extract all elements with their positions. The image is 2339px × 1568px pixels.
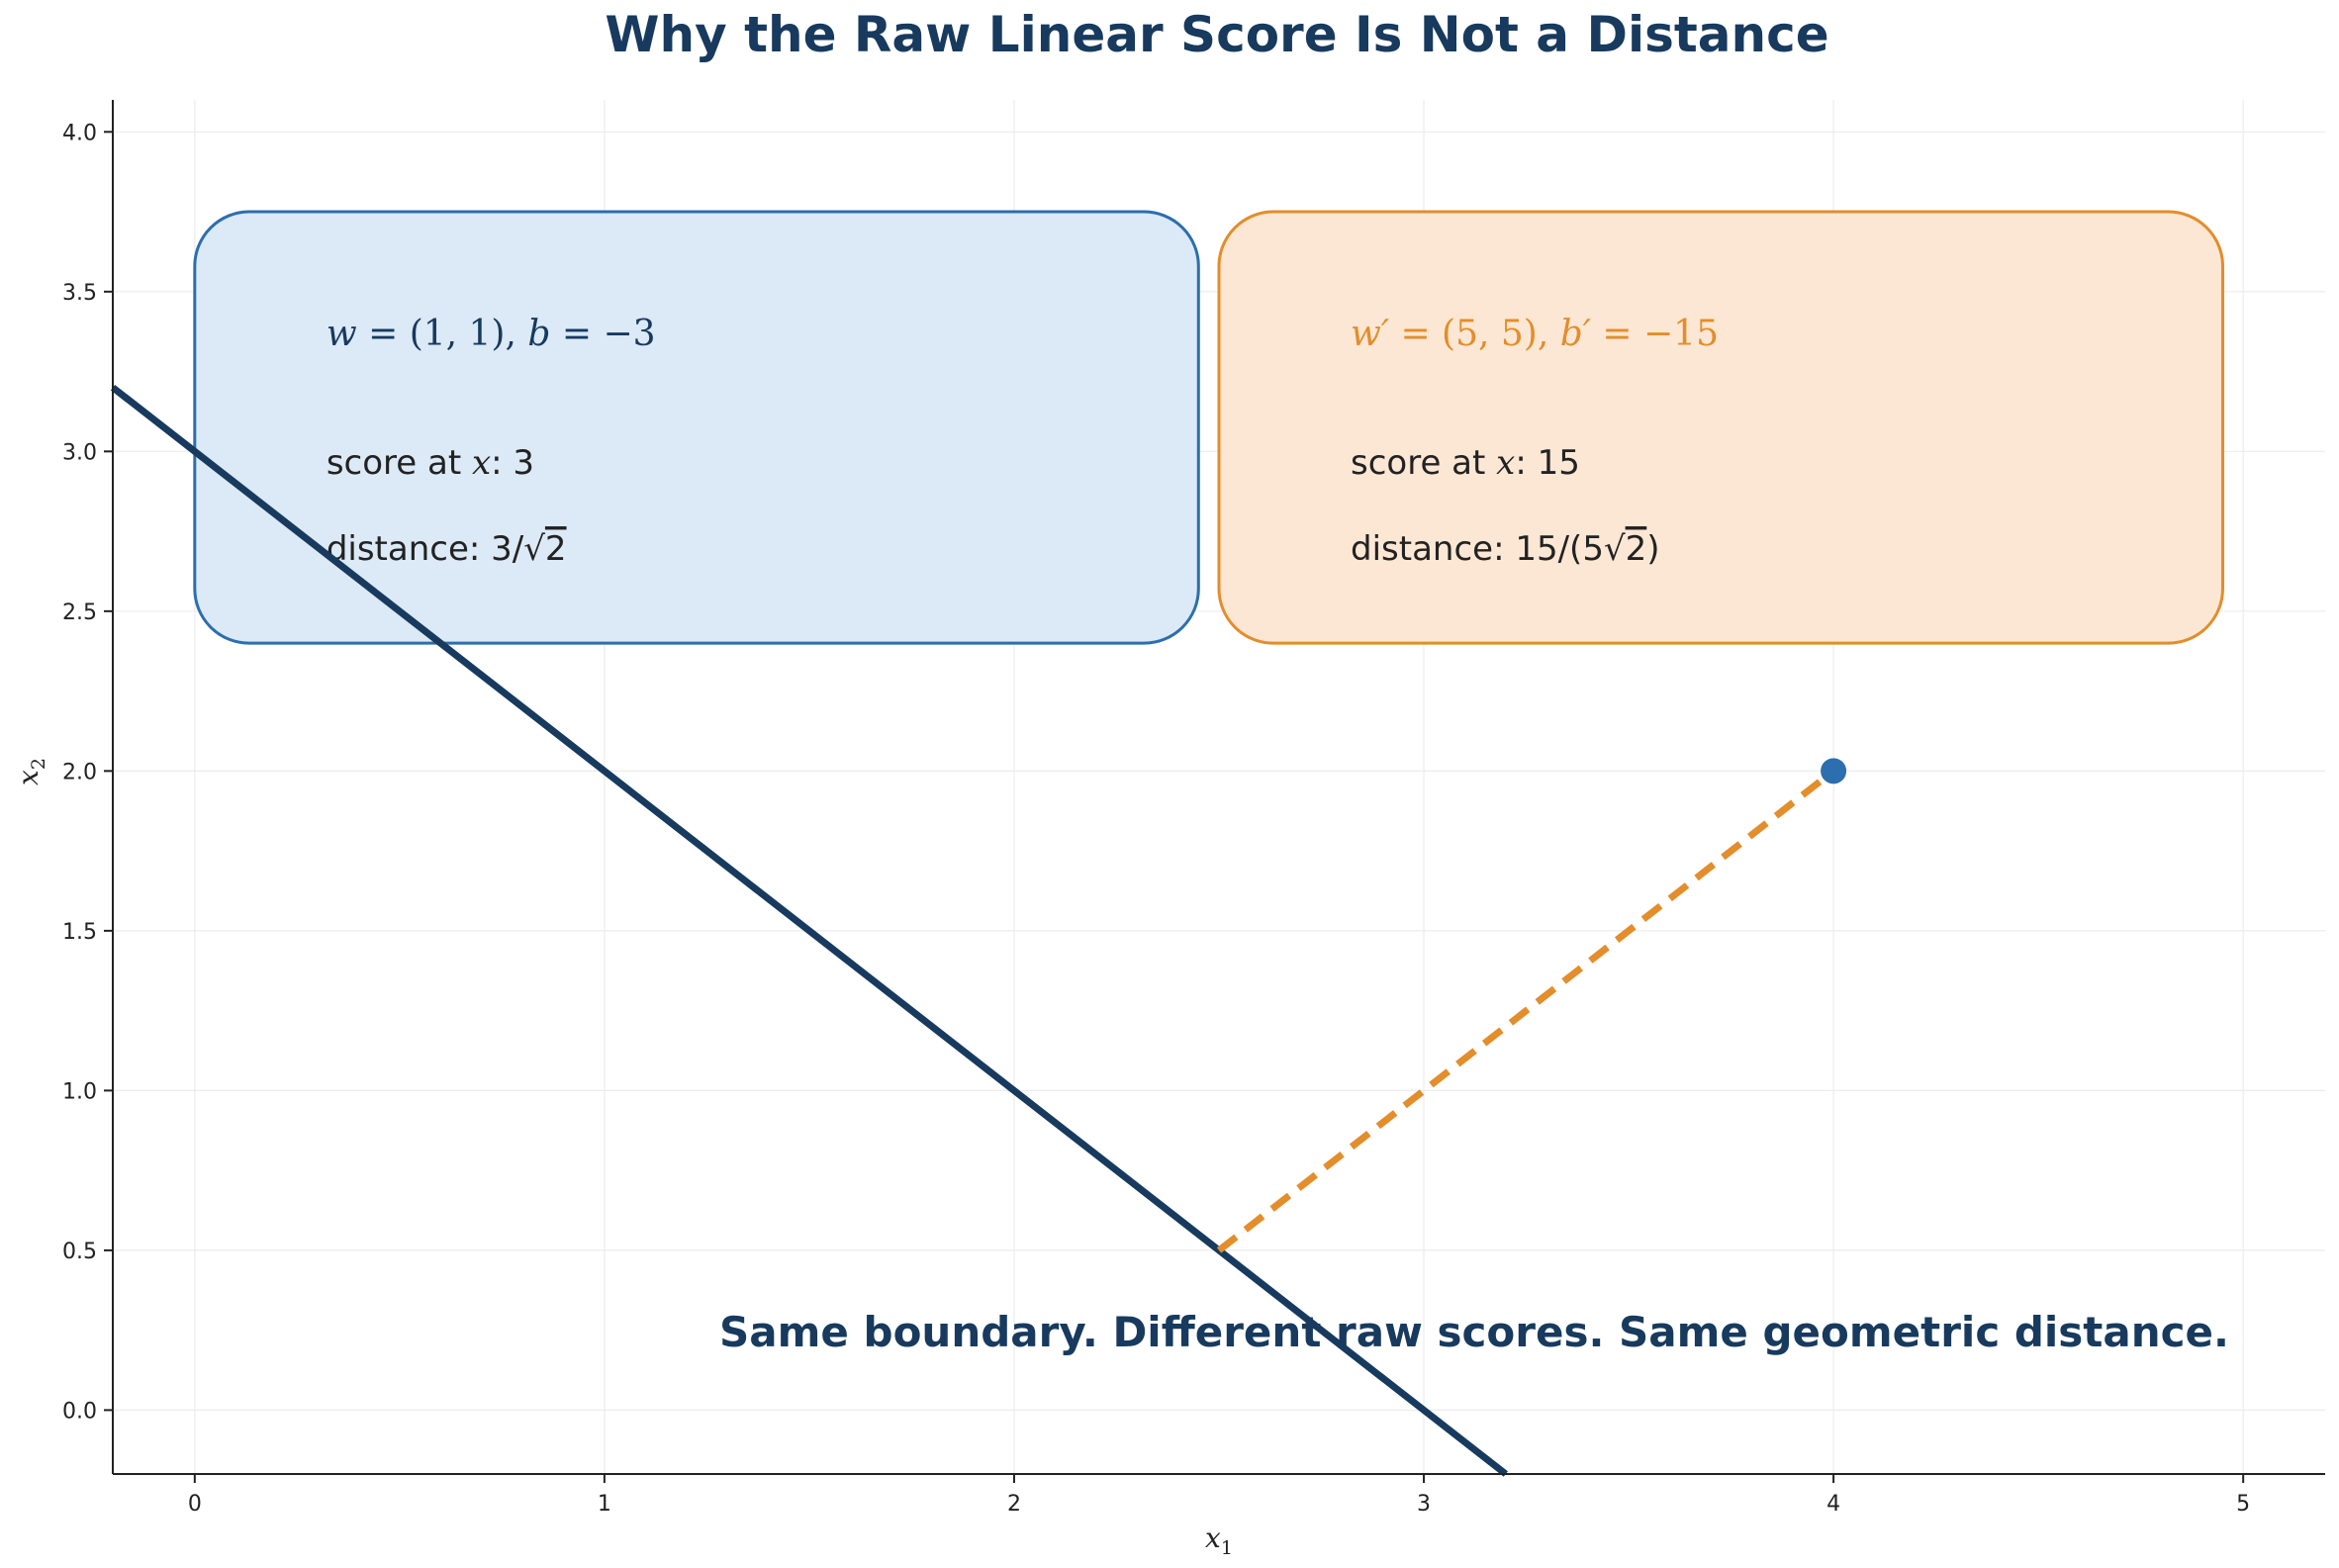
formula-box-background bbox=[193, 210, 1200, 645]
formula-box-2: w′ = (5, 5), b′ = −15 score at x: 15 dista… bbox=[1217, 210, 2224, 645]
x-tick-label: 0 bbox=[188, 1492, 202, 1517]
plot-marks bbox=[110, 384, 1847, 1477]
y-tick-label: 1.0 bbox=[62, 1079, 97, 1104]
y-axis-label: x2 bbox=[12, 758, 49, 785]
formula-boxes: w = (1, 1), b = −3 score at x: 3 distance:… bbox=[193, 210, 2224, 645]
formula-box-score: score at x: 15 bbox=[1351, 443, 1580, 483]
y-tick-label: 4.0 bbox=[62, 121, 97, 145]
y-tick-label: 2.5 bbox=[62, 600, 97, 625]
axes: 0 1 2 3 4 5 0.0 0.5 1.0 1.5 2.0 2.5 3.0 3.5 4.0 bbox=[62, 100, 2325, 1517]
x-tick-label: 1 bbox=[598, 1492, 611, 1517]
formula-box-distance: distance: 3/√2 bbox=[327, 529, 567, 569]
formula-box-weights: w′ = (5, 5), b′ = −15 bbox=[1351, 314, 1719, 354]
formula-box-background bbox=[1217, 210, 2224, 645]
x-tick-label: 2 bbox=[1007, 1492, 1021, 1517]
y-tick-label: 0.5 bbox=[62, 1240, 97, 1264]
formula-box-score: score at x: 3 bbox=[327, 443, 534, 483]
chart-title: Why the Raw Linear Score Is Not a Distan… bbox=[605, 6, 1828, 63]
x-tick-label: 4 bbox=[1826, 1492, 1840, 1517]
y-tick-label: 2.0 bbox=[62, 760, 97, 784]
y-tick-label: 3.5 bbox=[62, 281, 97, 306]
data-point bbox=[1821, 758, 1847, 784]
formula-box-weights: w = (1, 1), b = −3 bbox=[327, 314, 656, 354]
formula-box-1: w = (1, 1), b = −3 score at x: 3 distance:… bbox=[193, 210, 1200, 645]
x-tick-label: 3 bbox=[1417, 1492, 1431, 1517]
y-tick-label: 0.0 bbox=[62, 1399, 97, 1424]
distance-projection-line bbox=[1216, 768, 1836, 1253]
y-tick-label: 3.0 bbox=[62, 440, 97, 465]
x-tick-label: 5 bbox=[2236, 1492, 2250, 1517]
decision-boundary-line bbox=[110, 384, 1509, 1477]
y-tick-label: 1.5 bbox=[62, 920, 97, 945]
annotation: Same boundary. Different raw scores. Sam… bbox=[719, 1308, 2229, 1356]
formula-box-distance: distance: 15/(5√2) bbox=[1351, 529, 1660, 569]
x-axis-label: x1 bbox=[1205, 1522, 1233, 1559]
